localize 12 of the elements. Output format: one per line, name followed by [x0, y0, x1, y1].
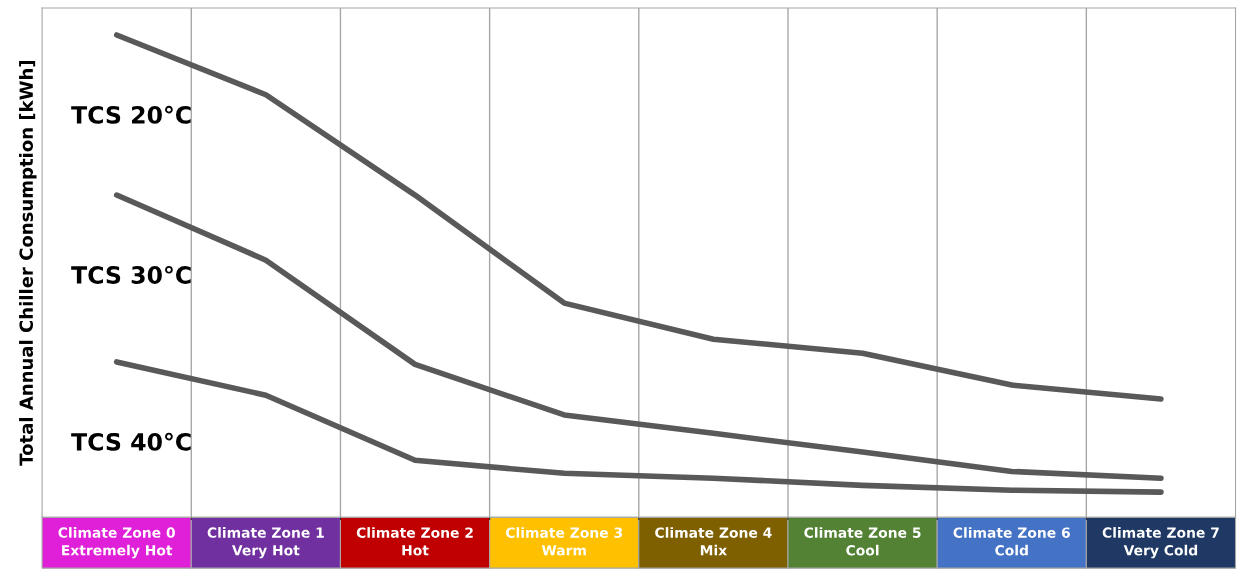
- x-tick-label: Climate Zone 6 Cold: [953, 527, 1070, 556]
- x-tick-label: Climate Zone 3 Warm: [505, 527, 623, 556]
- text: TCS 40°C: [71, 432, 191, 451]
- x-tick-label: Climate Zone 4 Mix: [655, 527, 772, 556]
- series-label: TCS 20°C: [71, 105, 191, 124]
- x-tick-label: Climate Zone 0 Extremely Hot: [58, 527, 175, 559]
- x-tick-label: Climate Zone 2 Hot: [356, 527, 473, 556]
- y-axis-title: Total Annual Chiller Consumption [kWh]: [19, 60, 37, 466]
- x-tick-label: Climate Zone 5 Cool: [804, 527, 921, 556]
- x-tick-label: Climate Zone 1 Very Hot: [207, 527, 324, 559]
- series-label: TCS 30°C: [71, 265, 191, 284]
- x-tick-label: Climate Zone 7 Very Cold: [1102, 527, 1219, 559]
